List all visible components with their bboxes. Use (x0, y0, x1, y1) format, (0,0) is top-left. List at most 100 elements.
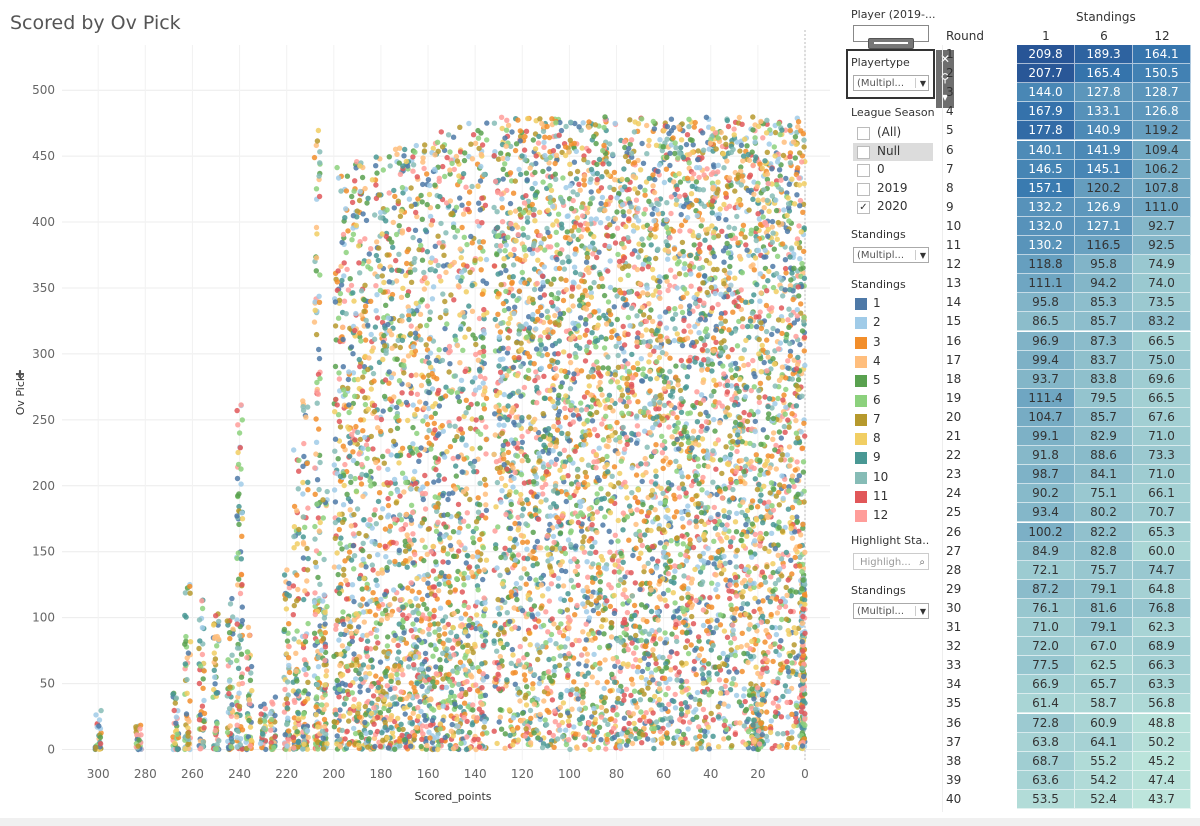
scatter-point (612, 372, 618, 378)
scatter-point (791, 625, 797, 631)
scatter-point (598, 486, 604, 492)
scatter-point (588, 166, 595, 173)
scatter-point (510, 670, 516, 676)
scatter-point (594, 409, 600, 416)
scatter-point (732, 188, 738, 194)
scatter-point (755, 123, 762, 130)
scatter-point (596, 156, 603, 163)
scatter-point (621, 715, 628, 721)
scatter-point (674, 650, 680, 657)
scatter-point (772, 129, 779, 136)
scatter-point (797, 563, 803, 569)
scatter-point (703, 257, 710, 264)
scatter-point (502, 248, 508, 254)
scatter-point (744, 601, 751, 607)
scatter-point (656, 201, 662, 208)
scatter-point (739, 630, 745, 636)
scatter-point (496, 363, 502, 369)
scatter-point (635, 399, 641, 405)
scatter-point (494, 251, 500, 258)
scatter-point (655, 515, 661, 522)
scatter-point (501, 391, 507, 398)
scatter-point (786, 324, 792, 330)
scatter-point (499, 219, 506, 225)
scatter-point (532, 555, 539, 562)
scatter-point (504, 155, 511, 162)
scatter-point (504, 610, 510, 616)
scatter-point (783, 270, 789, 276)
scatter-point (562, 152, 569, 159)
scatter-point (498, 282, 504, 288)
scatter-point (719, 228, 725, 234)
scatter-point (608, 625, 614, 631)
scatter-point (708, 284, 715, 291)
scatter-point (507, 732, 513, 739)
scatter-point (598, 737, 604, 743)
scatter-point (638, 637, 644, 643)
scatter-point (678, 145, 684, 151)
scatter-point (664, 200, 670, 206)
scatter-point (532, 180, 538, 187)
scatter-point (694, 213, 700, 219)
scatter-point (801, 248, 807, 255)
scatter-point (676, 494, 683, 500)
scatter-point (715, 162, 721, 168)
scatter-point (614, 225, 621, 231)
scatter-point (633, 472, 640, 478)
scatter-point (787, 254, 793, 260)
scatter-point (512, 147, 519, 154)
scatter-point (648, 608, 655, 615)
scatter-point (793, 333, 799, 340)
scatter-point (711, 229, 717, 235)
scatter-point (759, 613, 766, 619)
scatter-point (561, 597, 567, 603)
scatter-point (770, 658, 776, 665)
scatter-point (686, 116, 692, 123)
scatter-point (612, 663, 618, 669)
scatter-point (770, 284, 777, 291)
scatter-point (729, 681, 735, 687)
scatter-point (595, 365, 601, 371)
scatter-point (684, 374, 691, 380)
scatter-point (740, 158, 746, 164)
scatter-point (710, 457, 716, 463)
scatter-point (496, 408, 502, 414)
scatter-point (650, 292, 656, 298)
scatter-point (676, 463, 682, 470)
scatter-point (583, 681, 590, 688)
scatter-point (739, 594, 745, 600)
scatter-point (708, 515, 714, 521)
scatter-point (583, 406, 590, 413)
scatter-point (554, 218, 560, 224)
scatter-point (786, 735, 792, 742)
scatter-point (618, 731, 625, 737)
scatter-point (635, 366, 641, 373)
scatter-point (540, 128, 547, 134)
scatter-point (549, 357, 555, 364)
scatter-point (734, 669, 740, 675)
scatter-point (590, 374, 596, 380)
scatter-point (513, 414, 519, 420)
scatter-point (565, 258, 572, 265)
scatter-point (594, 170, 600, 177)
scatter-point (495, 605, 501, 611)
scatter-point (526, 630, 532, 636)
scatter-point (615, 695, 621, 702)
scatter-point (688, 191, 695, 197)
scatter-point (530, 334, 536, 340)
scatter-point (635, 487, 641, 493)
scatter-point (492, 411, 498, 417)
scatter-point (693, 441, 699, 447)
scatter-point (620, 559, 626, 565)
scatter-point (619, 265, 626, 272)
scatter-point (632, 494, 638, 501)
scatter-point (557, 311, 563, 317)
scatter-point (647, 352, 653, 358)
scatter-point (566, 307, 572, 313)
scatter-point (681, 328, 687, 334)
scatter-point (765, 233, 771, 239)
scatter-point (651, 745, 657, 752)
scatter-point (549, 616, 555, 622)
scatter-point (701, 531, 707, 538)
